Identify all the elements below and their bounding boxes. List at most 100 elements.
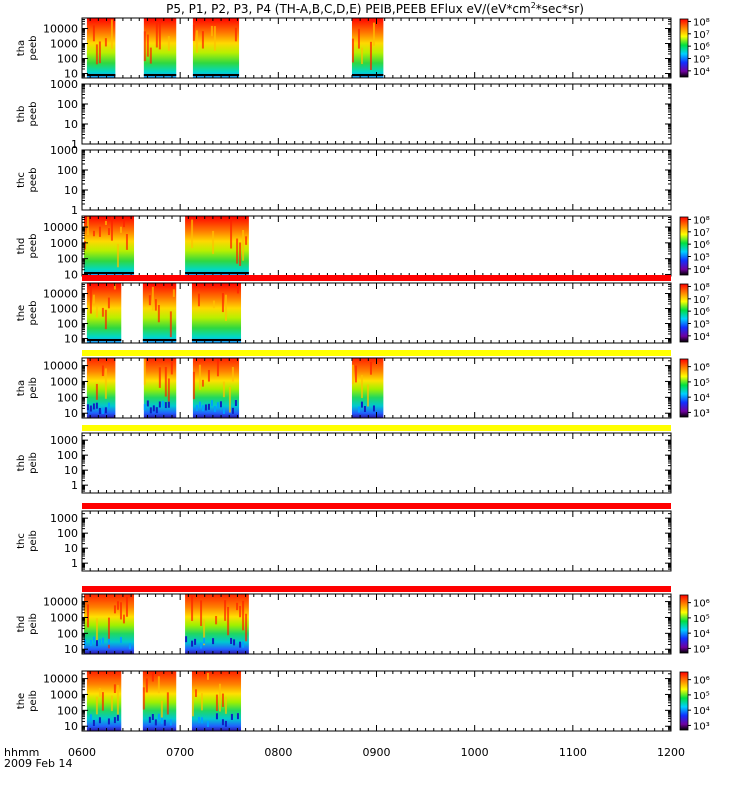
spectrogram-streak: [157, 676, 160, 694]
spectrogram-streak: [151, 286, 154, 311]
colorbar-label: 10⁵: [693, 319, 710, 330]
data-interval: [86, 358, 116, 418]
instrument-label: peeb: [28, 168, 39, 193]
data-interval: [143, 358, 177, 418]
low-energy-streak: [213, 406, 216, 413]
spectrogram-streak: [224, 696, 227, 714]
spectrogram-streak: [351, 38, 354, 63]
spectrogram-streak: [224, 600, 227, 621]
low-energy-streak: [107, 638, 110, 645]
spectrogram-streak: [89, 283, 92, 314]
low-energy-streak: [360, 401, 363, 408]
instrument-label: peib: [28, 530, 39, 552]
low-energy-streak: [128, 643, 131, 650]
spectrogram-streak: [201, 31, 204, 49]
y-tick-label: 1: [71, 479, 78, 492]
low-energy-streak: [242, 641, 245, 648]
low-energy-streak: [101, 407, 104, 414]
y-tick-label: 100: [57, 527, 78, 540]
colorbar-label: 10⁵: [693, 614, 710, 625]
colorbar: 10⁶ 10⁵ 10⁴ 10³: [679, 594, 710, 655]
y-tick-label: 10: [64, 407, 78, 420]
colorbar-label: 10⁶: [693, 363, 710, 374]
y-tick-label: 1: [71, 557, 78, 570]
probe-label: tha: [16, 40, 27, 56]
spectrogram-streak: [191, 689, 194, 717]
panel-label: thd peib: [16, 613, 39, 635]
spectrogram-streak: [145, 678, 148, 693]
spectrogram-streak: [113, 605, 116, 614]
spectrogram-block: [86, 283, 122, 343]
spectrogram-streak: [200, 600, 203, 626]
spectrogram-streak: [215, 615, 218, 625]
y-tick-label: 1000: [50, 611, 78, 624]
spectrogram-streak: [95, 618, 98, 643]
spectrogram-streak: [242, 230, 245, 261]
spectrogram-streak: [86, 216, 89, 236]
data-interval: [143, 18, 177, 78]
spectrogram-streak: [113, 684, 116, 694]
spectrogram-streak: [369, 41, 372, 70]
y-tick-label: 1: [71, 204, 78, 217]
spectrogram-streak: [166, 692, 169, 715]
y-tick-label: 100: [57, 391, 78, 404]
flag-bar: [82, 503, 671, 509]
low-energy-streak: [116, 714, 119, 721]
instrument-label: peeb: [28, 234, 39, 259]
flag-bar: [82, 350, 671, 356]
y-tick-label: 1000: [50, 688, 78, 701]
colorbar: 10⁶ 10⁵ 10⁴ 10³: [679, 671, 710, 732]
y-tick-label: 10: [64, 268, 78, 281]
spectrogram-block: [86, 671, 122, 731]
spectrogram-streak: [160, 700, 163, 718]
panel-label: the peib: [16, 690, 39, 712]
colorbar-label: 10⁴: [693, 629, 710, 640]
spectrogram-streak: [101, 692, 104, 711]
panel-frame: [81, 593, 672, 655]
low-energy-streak: [95, 402, 98, 409]
spectrogram-streak: [221, 693, 224, 707]
low-energy-streak: [200, 717, 203, 724]
x-tick-label: 1000: [461, 746, 489, 759]
spectrogram-streak: [212, 230, 215, 254]
low-energy-streak: [357, 406, 360, 413]
spectrogram-streak: [245, 613, 248, 642]
flag-bar: [82, 586, 671, 592]
x-tick-label: 1100: [559, 746, 587, 759]
low-energy-streak: [92, 636, 95, 643]
spectrogram-streak: [227, 606, 230, 636]
spectrogram-streak: [234, 27, 237, 42]
low-energy-streak: [161, 400, 164, 407]
colorbar: 10⁶ 10⁵ 10⁴ 10³: [679, 358, 710, 419]
spectrogram-streak: [218, 683, 221, 712]
spectrogram-streak: [122, 614, 125, 624]
data-interval: [185, 594, 249, 654]
data-interval: [142, 671, 177, 731]
y-tick-label: 10: [64, 542, 78, 555]
colorbar-scale: [679, 283, 689, 343]
spectrogram-streak: [357, 28, 360, 49]
colorbar-scale: [679, 358, 689, 418]
spectrogram-streak: [113, 283, 116, 290]
spectrogram-streak: [203, 619, 206, 646]
low-energy-streak: [152, 405, 155, 412]
spectrogram-streak: [170, 361, 173, 375]
spectrogram-streak: [372, 22, 375, 46]
x-axis-label-line1: hhmm: [4, 746, 39, 759]
spectrogram-streak: [86, 604, 89, 628]
low-energy-streak: [98, 717, 101, 724]
panel-the-peib: the peib 10 100 1000 10000 10⁶ 10⁵ 10⁴ 10³: [16, 670, 710, 733]
panel-thb-peib: thb peib 1 10 100 1000: [16, 425, 672, 494]
low-energy-streak: [230, 713, 233, 720]
data-interval: [191, 671, 242, 731]
time-axis: 0600 0700 0800 0900 1000 1100 1200: [68, 746, 685, 759]
x-tick-label: 0700: [166, 746, 194, 759]
spectrogram-streak: [154, 299, 157, 311]
panel-label: the peeb: [16, 301, 39, 326]
spectrogram-streak: [169, 311, 172, 338]
y-tick-label: 10000: [43, 221, 78, 234]
colorbar-label: 10³: [693, 408, 710, 419]
